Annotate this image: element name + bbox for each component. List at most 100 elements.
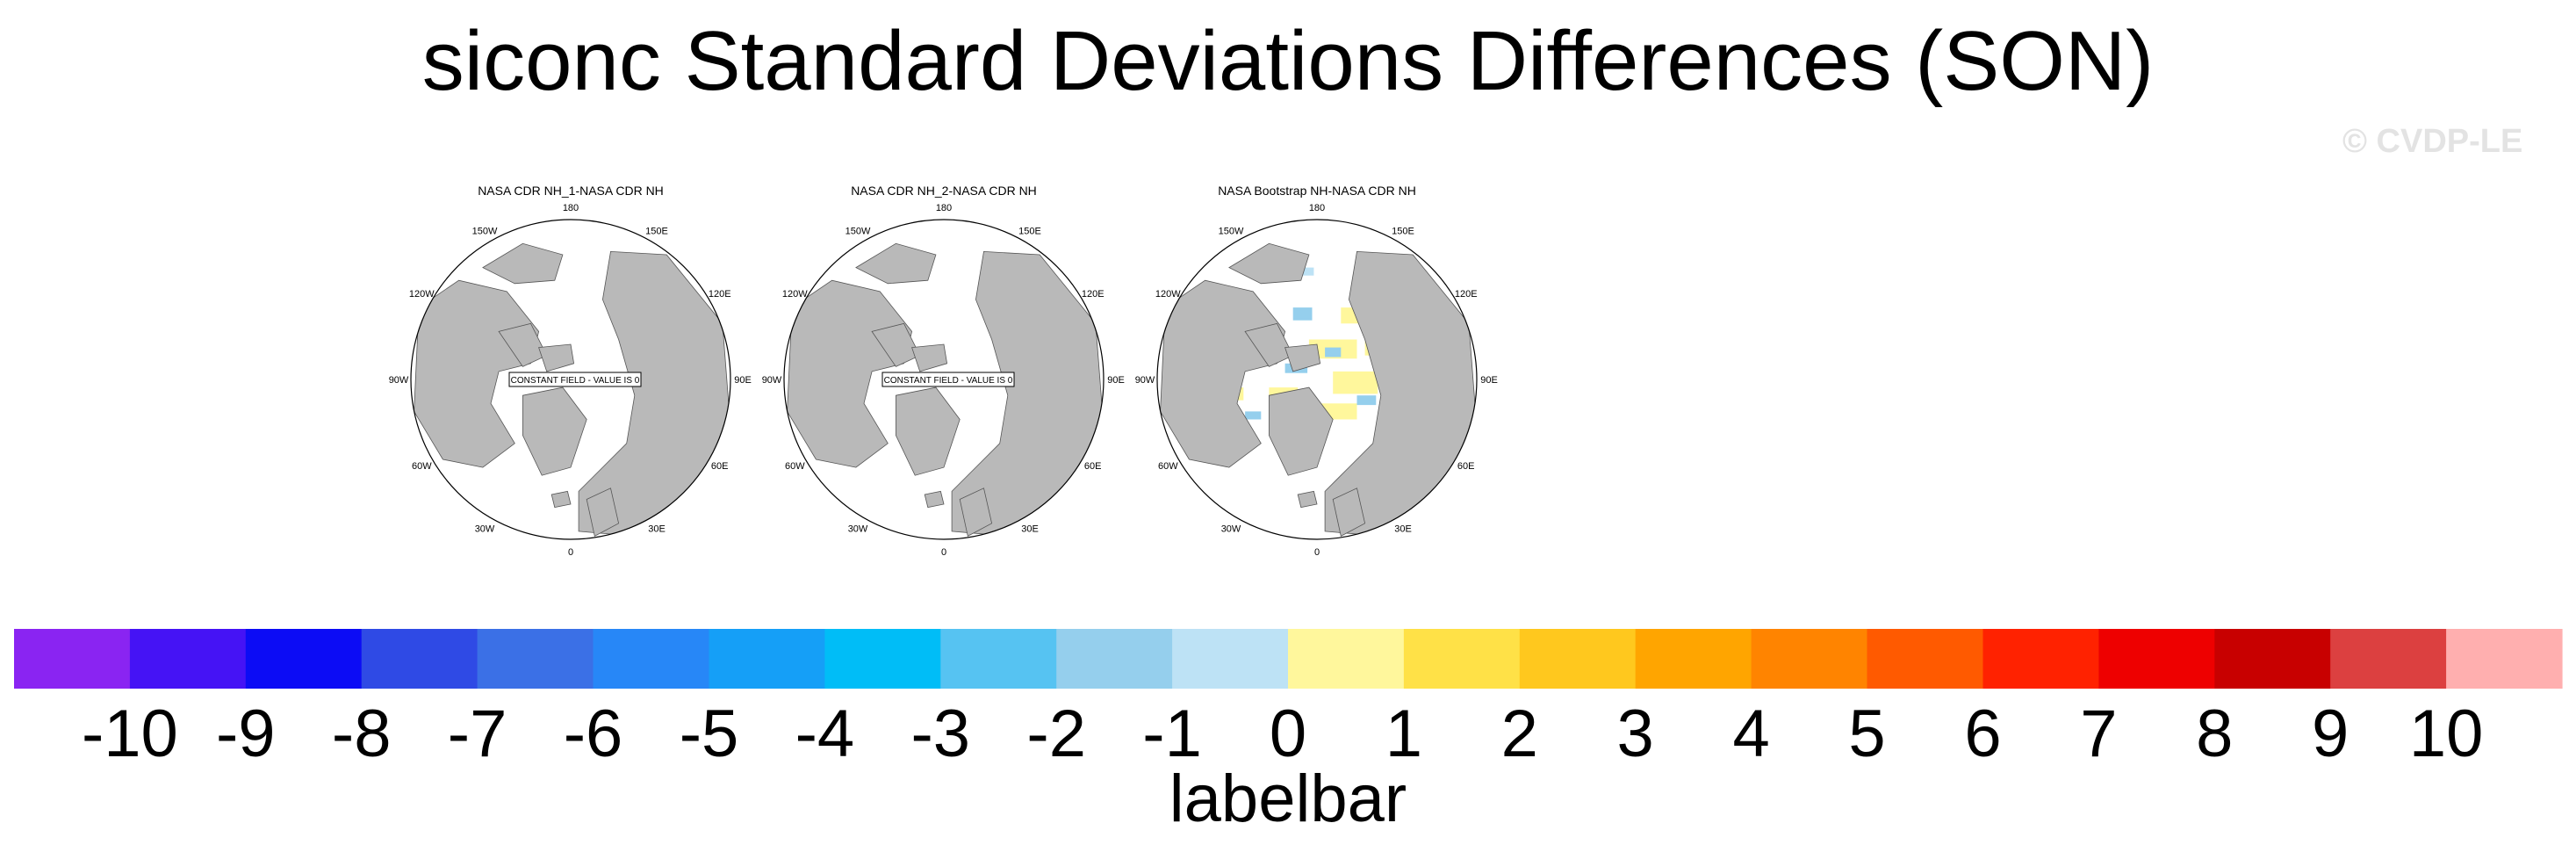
colorbar-tick-label: -1 <box>1142 697 1202 771</box>
longitude-label: 90W <box>389 375 409 386</box>
map-outline <box>1156 219 1478 540</box>
colorbar-tick-label: -8 <box>332 697 392 771</box>
land-mass <box>586 487 620 538</box>
land-mass <box>538 343 575 372</box>
colorbar-swatch <box>1982 629 2099 689</box>
land-mass <box>959 487 993 538</box>
colorbar-tick-label: -10 <box>82 697 178 771</box>
map-clip <box>787 242 1104 538</box>
longitude-label: 30E <box>1394 524 1412 535</box>
longitude-label: 60E <box>1084 461 1102 472</box>
colorbar-swatch <box>1172 629 1289 689</box>
land-mass <box>911 343 948 372</box>
longitude-label: 90E <box>734 375 752 386</box>
colorbar-tick-label: 2 <box>1501 697 1538 771</box>
longitude-label: 120E <box>1082 289 1105 300</box>
colorbar-tick-label: 10 <box>2409 697 2484 771</box>
longitude-label: 180 <box>1309 203 1325 213</box>
watermark: © CVDP-LE <box>2342 123 2523 160</box>
longitude-label: 0 <box>941 547 946 558</box>
colorbar-swatch <box>129 629 247 689</box>
longitude-label: 60W <box>1158 461 1178 472</box>
map-title: NASA CDR NH_1-NASA CDR NH <box>478 184 664 198</box>
map-outline <box>783 219 1105 540</box>
colorbar-swatch <box>477 629 594 689</box>
colorbar-tick-label: 4 <box>1732 697 1769 771</box>
land-mass <box>855 242 937 285</box>
longitude-label: 0 <box>1314 547 1320 558</box>
longitude-label: 180 <box>563 203 579 213</box>
colorbar-label: labelbar <box>1169 762 1407 836</box>
anomaly-patch <box>1356 395 1377 406</box>
land-mass <box>1324 250 1477 537</box>
longitude-label: 30E <box>648 524 666 535</box>
colorbar-swatch <box>1288 629 1405 689</box>
colorbar-swatch <box>593 629 709 689</box>
colorbar-tick-label: 5 <box>1848 697 1885 771</box>
anomaly-patch <box>1333 371 1378 394</box>
colorbar-tick-label: 6 <box>1964 697 2001 771</box>
land-mass <box>550 490 572 509</box>
map-panel: NASA Bootstrap NH-NASA CDR NH 180 150E 120E… <box>1135 184 1498 558</box>
map-clip <box>1160 242 1477 538</box>
longitude-label: 30E <box>1021 524 1039 535</box>
anomaly-patch <box>1245 411 1262 420</box>
longitude-label: 120W <box>409 289 435 300</box>
colorbar-swatch <box>14 629 131 689</box>
longitude-label: 120W <box>1155 289 1181 300</box>
colorbar-tick-label: -5 <box>680 697 739 771</box>
colorbar-swatch <box>1867 629 1983 689</box>
colorbar-tick-label: 1 <box>1385 697 1422 771</box>
colorbar-tick-label: 3 <box>1617 697 1654 771</box>
longitude-label: 60E <box>1457 461 1475 472</box>
map-outline <box>410 219 731 540</box>
colorbar: -10 -9 -8 -7 -6 -5 -4 -3 -2 -1 0 1 2 3 4 5 6 7 8 9 10labelba… <box>14 629 2563 836</box>
land-mass <box>1228 242 1310 285</box>
longitude-label: 150E <box>645 226 668 236</box>
land-mass <box>578 250 730 537</box>
colorbar-tick-label: 8 <box>2196 697 2233 771</box>
colorbar-swatch <box>245 629 363 689</box>
longitude-label: 120W <box>782 289 808 300</box>
annotation-text: CONSTANT FIELD - VALUE IS 0 <box>511 376 640 386</box>
longitude-label: 120E <box>709 289 731 300</box>
map-panels: NASA CDR NH_1-NASA CDR NH 180 150E 120E 90E 6… <box>389 184 1498 558</box>
map-panel: NASA CDR NH_1-NASA CDR NH 180 150E 120E 90E 6… <box>389 184 752 558</box>
longitude-label: 150E <box>1018 226 1041 236</box>
map-clip <box>414 242 730 538</box>
anomaly-patch <box>1325 347 1342 357</box>
longitude-label: 150W <box>845 226 871 236</box>
colorbar-swatch <box>2446 629 2563 689</box>
colorbar-tick-label: 9 <box>2312 697 2349 771</box>
colorbar-tick-label: -7 <box>448 697 507 771</box>
colorbar-swatch <box>709 629 825 689</box>
land-mass <box>1269 386 1334 476</box>
longitude-label: 60W <box>785 461 805 472</box>
colorbar-swatch <box>2214 629 2331 689</box>
land-mass <box>924 490 945 509</box>
map-title: NASA Bootstrap NH-NASA CDR NH <box>1218 184 1416 198</box>
longitude-label: 60W <box>412 461 432 472</box>
longitude-label: 90E <box>1107 375 1125 386</box>
colorbar-tick-label: -3 <box>911 697 971 771</box>
colorbar-swatch <box>940 629 1057 689</box>
land-mass <box>1284 343 1321 372</box>
colorbar-swatch <box>1635 629 1752 689</box>
anomaly-patch <box>1292 307 1313 321</box>
colorbar-swatch <box>824 629 941 689</box>
longitude-label: 90W <box>1135 375 1155 386</box>
colorbar-swatch <box>1056 629 1173 689</box>
land-mass <box>1332 487 1366 538</box>
colorbar-swatch <box>1403 629 1521 689</box>
colorbar-swatch <box>361 629 479 689</box>
longitude-label: 0 <box>568 547 573 558</box>
map-panel: NASA CDR NH_2-NASA CDR NH 180 150E 120E 90E 6… <box>762 184 1125 558</box>
land-mass <box>896 386 961 476</box>
longitude-label: 150W <box>1219 226 1244 236</box>
figure-title: siconc Standard Deviations Differences (… <box>421 14 2155 108</box>
colorbar-tick-label: 7 <box>2080 697 2117 771</box>
colorbar-tick-label: -6 <box>564 697 623 771</box>
colorbar-swatch <box>2098 629 2215 689</box>
colorbar-swatch <box>2330 629 2447 689</box>
